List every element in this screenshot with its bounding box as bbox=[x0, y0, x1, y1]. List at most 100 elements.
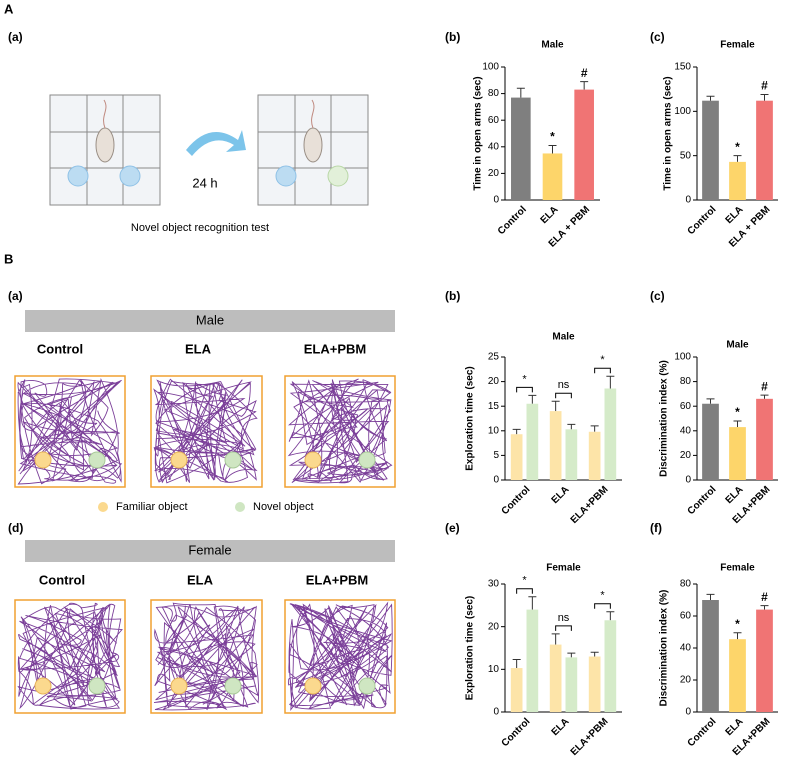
panel-label: (a) bbox=[8, 30, 23, 44]
annotation: # bbox=[761, 590, 768, 604]
bar bbox=[511, 97, 531, 200]
y-axis-label: Exploration time (sec) bbox=[465, 366, 476, 470]
x-tick-label: ELA bbox=[724, 716, 746, 738]
chart-title: Female bbox=[546, 563, 581, 574]
error-bar bbox=[551, 400, 560, 412]
error-bar bbox=[528, 394, 537, 404]
x-tick-label: Control bbox=[686, 484, 719, 517]
bar bbox=[549, 644, 562, 712]
panel-label: (e) bbox=[445, 521, 460, 535]
y-axis-label: Discrimination index (%) bbox=[659, 360, 670, 477]
bar bbox=[588, 431, 601, 480]
object bbox=[358, 451, 376, 469]
bar bbox=[729, 161, 746, 200]
error-bar bbox=[733, 155, 742, 162]
x-tick-label: ELA+PBM bbox=[569, 484, 611, 526]
object bbox=[170, 677, 188, 695]
panel-label: (c) bbox=[650, 30, 665, 44]
comparison-label: ns bbox=[558, 612, 570, 624]
y-tick-label: 80 bbox=[680, 579, 692, 590]
y-tick-label: 20 bbox=[680, 450, 692, 461]
section-label: A bbox=[4, 1, 14, 16]
error-bar bbox=[580, 81, 589, 90]
x-tick-label: ELA bbox=[539, 204, 561, 226]
y-tick-label: 30 bbox=[488, 579, 500, 590]
error-bar bbox=[760, 605, 769, 610]
bar bbox=[729, 639, 746, 712]
y-tick-label: 25 bbox=[488, 352, 500, 363]
bar bbox=[526, 609, 539, 712]
y-axis-label: Exploration time (sec) bbox=[465, 596, 476, 700]
error-bar bbox=[516, 87, 525, 98]
y-tick-label: 0 bbox=[493, 195, 499, 206]
bracket bbox=[594, 603, 611, 609]
y-tick-label: 50 bbox=[680, 150, 692, 161]
legend-swatch bbox=[235, 502, 245, 512]
y-tick-label: 100 bbox=[674, 352, 691, 363]
y-tick-label: 0 bbox=[685, 195, 691, 206]
y-tick-label: 60 bbox=[488, 115, 500, 126]
panel-label: (b) bbox=[445, 30, 460, 44]
y-tick-label: 0 bbox=[493, 707, 499, 718]
object bbox=[304, 677, 322, 695]
bar bbox=[565, 429, 578, 480]
object bbox=[34, 451, 52, 469]
y-tick-label: 10 bbox=[488, 664, 500, 675]
bar bbox=[565, 657, 578, 712]
y-tick-label: 0 bbox=[685, 707, 691, 718]
bar bbox=[549, 411, 562, 480]
header-bar bbox=[25, 540, 395, 562]
y-tick-label: 100 bbox=[482, 62, 499, 73]
panel-label: (f) bbox=[650, 521, 662, 535]
track bbox=[17, 602, 123, 710]
chart-title: Female bbox=[720, 40, 755, 51]
annotation: * bbox=[735, 405, 740, 419]
bar bbox=[729, 427, 746, 480]
bracket bbox=[594, 367, 611, 374]
object bbox=[88, 451, 106, 469]
error-bar bbox=[760, 394, 769, 399]
bracket bbox=[516, 588, 533, 594]
comparison-label: * bbox=[522, 575, 527, 587]
chart-title: Female bbox=[720, 563, 755, 574]
bar bbox=[702, 100, 719, 200]
bar bbox=[542, 153, 563, 200]
group-label: ELA bbox=[187, 572, 214, 587]
track bbox=[153, 602, 260, 711]
object bbox=[34, 677, 52, 695]
track bbox=[287, 378, 393, 484]
caption: Novel object recognition test bbox=[131, 222, 269, 234]
error-bar bbox=[528, 596, 537, 610]
bar bbox=[588, 656, 601, 712]
group-header: Male bbox=[196, 312, 224, 327]
y-tick-label: 40 bbox=[680, 425, 692, 436]
y-tick-label: 80 bbox=[488, 88, 500, 99]
bar bbox=[526, 403, 539, 480]
bar bbox=[604, 388, 617, 480]
error-bar bbox=[512, 659, 521, 669]
y-tick-label: 100 bbox=[674, 106, 691, 117]
y-tick-label: 40 bbox=[680, 643, 692, 654]
legend-label: Novel object bbox=[253, 501, 314, 513]
annotation: * bbox=[550, 130, 555, 144]
track bbox=[17, 378, 123, 485]
bracket bbox=[555, 392, 572, 399]
object bbox=[224, 677, 242, 695]
x-tick-label: Control bbox=[500, 716, 533, 749]
group-label: ELA bbox=[185, 341, 212, 356]
x-tick-label: ELA+PBM bbox=[569, 716, 611, 758]
comparison-label: * bbox=[600, 354, 605, 366]
error-bar bbox=[706, 95, 715, 101]
y-tick-label: 5 bbox=[493, 450, 499, 461]
object bbox=[170, 451, 188, 469]
y-tick-label: 20 bbox=[488, 621, 500, 632]
y-tick-label: 20 bbox=[488, 376, 500, 387]
bracket bbox=[516, 386, 533, 393]
y-tick-label: 0 bbox=[685, 475, 691, 486]
annotation: * bbox=[735, 140, 740, 154]
group-header: Female bbox=[188, 542, 231, 557]
object bbox=[304, 451, 322, 469]
bar bbox=[756, 609, 773, 712]
chart-title: Male bbox=[552, 332, 575, 343]
comparison-label: * bbox=[522, 373, 527, 385]
